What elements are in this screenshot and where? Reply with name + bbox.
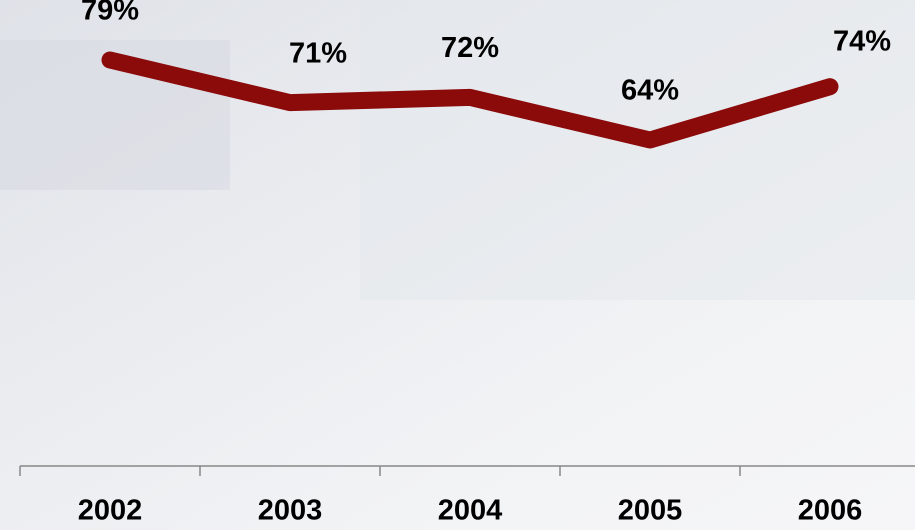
x-axis-ticks bbox=[19, 466, 741, 476]
data-label: 74% bbox=[833, 25, 891, 57]
x-tick-label: 2002 bbox=[78, 495, 143, 527]
x-tick-label: 2004 bbox=[438, 495, 503, 527]
data-label: 79% bbox=[81, 0, 139, 27]
x-tick-label: 2006 bbox=[798, 495, 863, 527]
x-tick-label: 2003 bbox=[258, 495, 323, 527]
data-label: 72% bbox=[441, 32, 499, 64]
data-line bbox=[101, 51, 839, 149]
x-tick-label: 2005 bbox=[618, 495, 683, 527]
data-label: 64% bbox=[621, 75, 679, 107]
data-label: 71% bbox=[289, 37, 347, 69]
background-shape bbox=[360, 0, 915, 300]
